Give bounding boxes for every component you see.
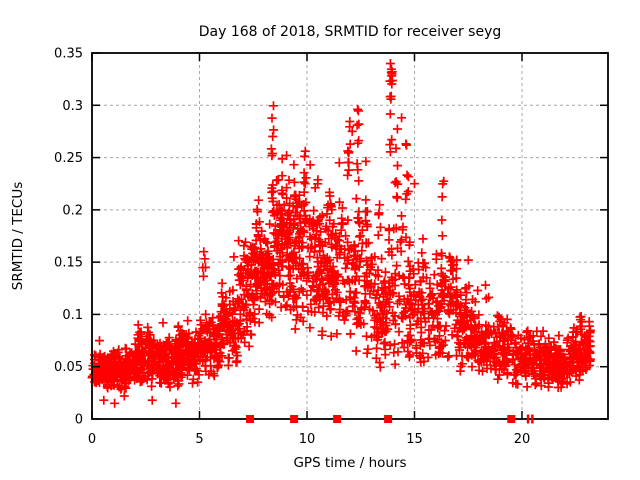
y-tick-label: 0.1: [62, 308, 83, 323]
y-tick-label: 0.05: [54, 360, 83, 375]
plus-markers: [87, 59, 595, 408]
event-square-marker: [290, 415, 299, 423]
chart-title: Day 168 of 2018, SRMTID for receiver sey…: [199, 24, 502, 40]
axis-event-markers: [246, 414, 534, 424]
scatter-points: [87, 59, 595, 408]
tick-labels: 0 5 10 15 20 0 0.05 0.1 0.15 0.2 0.25 0.3 0.35: [54, 47, 530, 448]
event-square-marker: [384, 415, 393, 423]
y-tick-label: 0.15: [54, 256, 83, 271]
plot-border: [91, 52, 609, 420]
event-thin-marker: [526, 414, 530, 424]
axis-ticks: [91, 52, 608, 420]
y-tick-label: 0.35: [54, 47, 83, 62]
event-square-marker: [333, 415, 342, 423]
event-square-marker: [246, 415, 254, 423]
event-square-marker: [507, 415, 516, 423]
y-tick-label: 0: [75, 413, 83, 428]
x-tick-label: 20: [514, 432, 531, 447]
x-axis-label: GPS time / hours: [293, 455, 406, 471]
y-axis-label: SRMTID / TECUs: [10, 182, 26, 290]
event-thin-marker: [531, 414, 534, 424]
x-tick-label: 10: [299, 432, 316, 447]
y-tick-label: 0.3: [62, 99, 83, 114]
y-tick-label: 0.2: [62, 203, 83, 218]
x-tick-label: 15: [406, 432, 423, 447]
x-tick-label: 5: [195, 432, 203, 447]
y-tick-label: 0.25: [54, 151, 83, 166]
x-tick-label: 0: [88, 432, 96, 447]
